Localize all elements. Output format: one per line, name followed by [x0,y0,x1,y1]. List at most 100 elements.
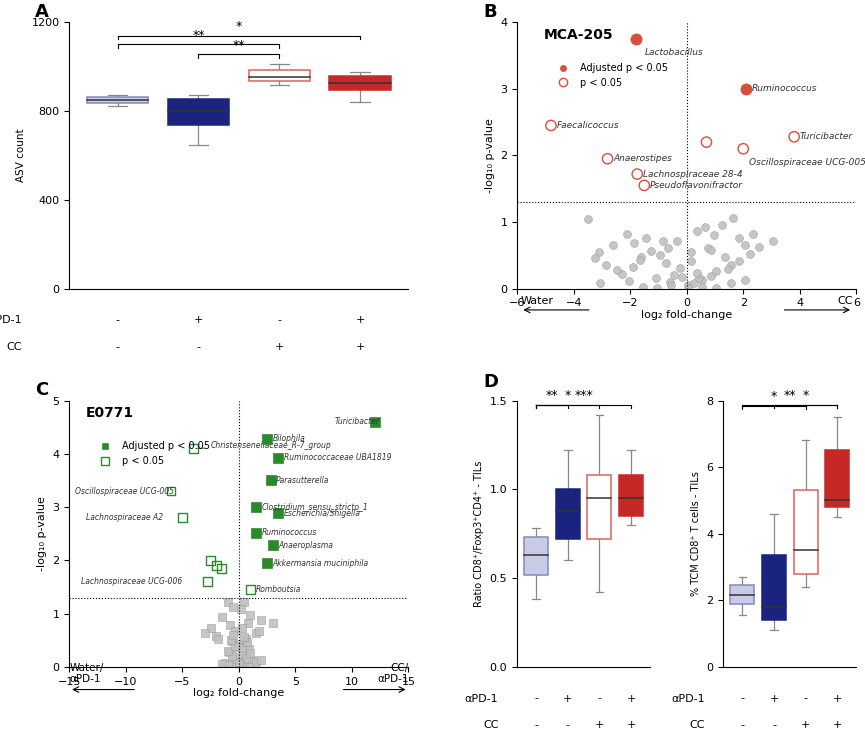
Point [638,179,651,191]
Text: E0771: E0771 [86,406,134,420]
Point [203,554,217,566]
Point [239,633,253,645]
Point [627,237,641,249]
Point [718,251,732,263]
Point [232,659,246,671]
Point [649,272,663,284]
Point [732,232,746,244]
Point [266,617,279,628]
Bar [762,555,786,620]
Point [236,648,250,660]
Point [615,268,629,280]
Point [695,282,709,293]
Point [727,212,740,224]
Point [588,252,602,264]
Point [670,235,683,247]
Point [243,647,257,659]
Point [187,442,201,454]
Text: αPD-1: αPD-1 [465,694,498,703]
Point [724,259,738,270]
Point [700,136,714,148]
Point [611,264,625,276]
Text: ***: *** [574,389,593,402]
Point [249,656,263,668]
Point [260,433,274,445]
Text: -: - [278,315,281,325]
Point [221,596,234,608]
Text: -: - [196,342,201,352]
Text: A: A [35,3,49,21]
Point [227,629,240,641]
Y-axis label: ASV count: ASV count [16,129,26,182]
Text: -: - [534,720,538,730]
Text: *: * [236,21,242,33]
Text: Water: Water [521,296,554,306]
Point [212,633,226,645]
Point [239,652,253,664]
Point [232,661,246,673]
Text: +: + [801,720,811,730]
Text: Lactobacillus: Lactobacillus [644,47,703,57]
Point [650,282,664,294]
Point [724,276,738,288]
Text: -: - [566,720,570,730]
Point [707,229,721,241]
Y-axis label: Ratio CD8⁺/Foxp3⁺CD4⁺ - TILs: Ratio CD8⁺/Foxp3⁺CD4⁺ - TILs [474,460,484,607]
Point [227,661,240,673]
Point [198,628,212,639]
Point [746,228,760,240]
Point [626,262,640,273]
Text: +: + [563,694,573,703]
Text: Parasutterella: Parasutterella [276,476,330,485]
Text: +: + [626,694,636,703]
Point [593,276,607,288]
Point [234,603,248,615]
Point [693,272,707,284]
Point [682,282,695,294]
Text: CC: CC [837,296,853,306]
Text: -: - [598,694,601,703]
Text: D: D [484,373,499,391]
Point [698,222,712,233]
Point [238,596,252,608]
Point [230,658,244,670]
Point [684,246,698,258]
Text: +: + [194,315,203,325]
Text: **: ** [233,39,245,53]
Text: Turicibacter: Turicibacter [335,417,380,426]
Point [238,661,252,673]
Text: -: - [116,342,119,352]
Point [203,622,217,634]
Point [209,630,223,642]
Text: CC: CC [6,342,22,352]
Text: -: - [116,315,119,325]
Text: -: - [740,694,744,703]
Bar [248,70,310,81]
Bar [587,475,612,539]
Text: Escherichia/Shigella: Escherichia/Shigella [284,509,361,518]
Y-axis label: -log₁₀ p-value: -log₁₀ p-value [37,496,47,571]
Point [667,269,681,281]
Point [704,244,718,256]
Point [253,625,266,637]
Point [242,643,256,655]
Text: +: + [833,720,842,730]
Point [629,33,643,44]
Text: Oscillospiraceae UCG-005: Oscillospiraceae UCG-005 [75,487,174,496]
Point [225,651,239,662]
Point [600,153,614,165]
Point [644,245,658,257]
Bar [524,537,548,574]
Point [704,270,718,282]
Point [368,416,381,428]
Point [215,658,229,670]
Point [264,474,278,486]
Point [743,248,757,260]
Point [240,637,253,648]
Text: *: * [803,389,809,402]
Point [176,512,189,524]
Text: +: + [626,720,636,730]
Text: **: ** [784,389,796,402]
Text: Turicibacter: Turicibacter [800,133,853,142]
Point [653,249,667,261]
